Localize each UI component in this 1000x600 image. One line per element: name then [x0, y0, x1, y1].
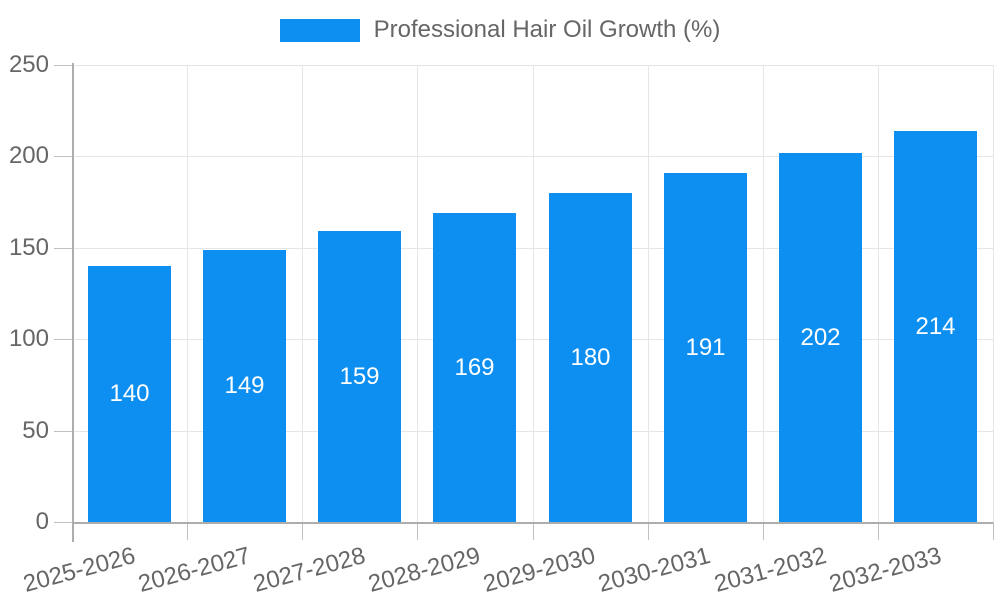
x-axis-line — [72, 522, 993, 524]
y-axis-line — [72, 63, 74, 542]
x-gridline — [993, 65, 994, 522]
x-tick — [763, 522, 764, 540]
x-tick-label: 2030-2031 — [595, 542, 714, 598]
x-tick-label: 2026-2027 — [135, 542, 254, 598]
x-gridline — [533, 65, 534, 522]
y-gridline — [72, 156, 993, 157]
bar[interactable]: 202 — [779, 153, 862, 522]
x-tick — [878, 522, 879, 540]
x-tick-label: 2032-2033 — [826, 542, 944, 598]
y-tick — [54, 431, 72, 432]
legend-swatch-icon — [279, 18, 360, 42]
bar-value-label: 140 — [109, 380, 150, 407]
x-gridline — [763, 65, 764, 522]
y-tick-label: 200 — [8, 142, 49, 169]
bar[interactable]: 180 — [549, 193, 632, 522]
y-tick-label: 0 — [35, 508, 49, 535]
x-tick-label: 2027-2028 — [250, 542, 369, 598]
bar-value-label: 214 — [915, 313, 956, 340]
x-tick — [417, 522, 418, 540]
y-gridline — [72, 339, 993, 340]
bar[interactable]: 159 — [318, 231, 401, 522]
y-tick — [54, 65, 72, 66]
x-gridline — [878, 65, 879, 522]
y-gridline — [72, 248, 993, 249]
x-tick — [533, 522, 534, 540]
y-tick-label: 100 — [8, 325, 49, 352]
y-tick — [54, 522, 72, 523]
x-tick-label: 2031-2032 — [710, 542, 829, 598]
bar[interactable]: 191 — [664, 173, 747, 522]
bar[interactable]: 169 — [433, 213, 516, 522]
y-tick — [54, 248, 72, 249]
y-tick-label: 150 — [8, 234, 49, 261]
bar-value-label: 202 — [800, 324, 841, 351]
x-tick-label: 2028-2029 — [365, 542, 484, 598]
x-tick — [302, 522, 303, 540]
bar-value-label: 149 — [224, 372, 265, 399]
legend[interactable]: Professional Hair Oil Growth (%) — [0, 17, 1000, 43]
y-tick-label: 250 — [8, 51, 49, 78]
y-tick — [54, 339, 72, 340]
y-gridline — [72, 431, 993, 432]
x-gridline — [302, 65, 303, 522]
bar[interactable]: 149 — [203, 250, 286, 522]
x-tick — [993, 522, 994, 540]
bar[interactable]: 214 — [894, 131, 977, 522]
y-tick-label: 50 — [22, 417, 49, 444]
bar-value-label: 191 — [685, 334, 726, 361]
x-tick — [648, 522, 649, 540]
x-gridline — [648, 65, 649, 522]
x-gridline — [187, 65, 188, 522]
bar-value-label: 159 — [339, 363, 380, 390]
y-gridline — [72, 65, 993, 66]
bar-value-label: 169 — [454, 354, 495, 381]
x-tick — [187, 522, 188, 540]
y-tick — [54, 156, 72, 157]
legend-label: Professional Hair Oil Growth (%) — [373, 16, 721, 43]
x-gridline — [417, 65, 418, 522]
x-tick-label: 2025-2026 — [20, 542, 139, 598]
bar-value-label: 180 — [570, 344, 611, 371]
x-tick-label: 2029-2030 — [480, 542, 599, 598]
bar[interactable]: 140 — [88, 266, 171, 522]
